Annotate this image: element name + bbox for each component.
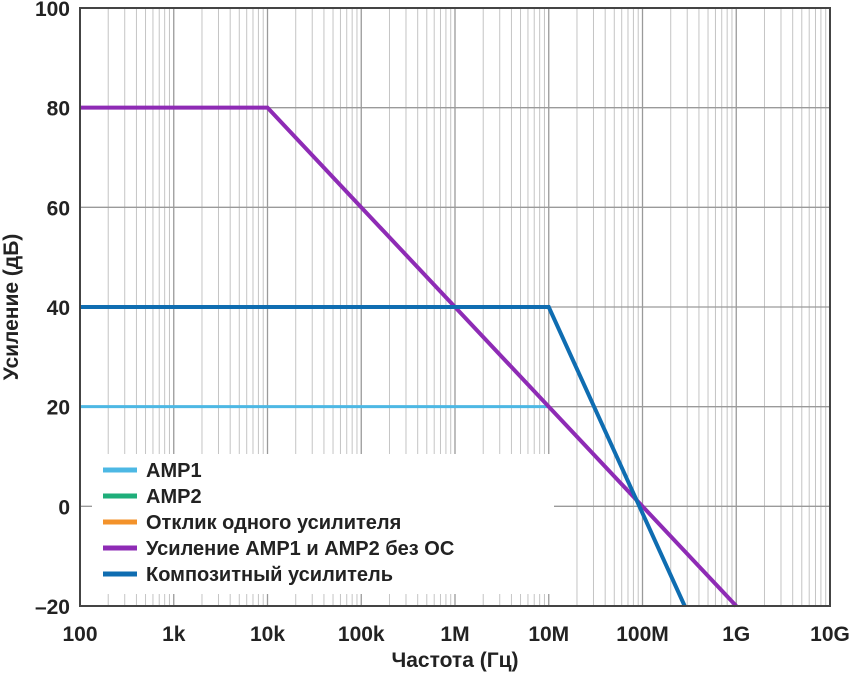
y-tick-label: 20 (47, 397, 70, 420)
x-tick-labels: 100 1k 10k 100k 1M 10M 100M 1G 10G (62, 623, 849, 646)
legend: AMP1 AMP2 Отклик одного усилителя Усиление … (92, 454, 554, 594)
x-axis-title: Частота (Гц) (391, 649, 518, 672)
series-line-5 (80, 305, 687, 607)
x-tick-label: 100 (62, 623, 97, 646)
legend-label: Композитный усилитель (146, 564, 393, 586)
legend-label: Усиление AMP1 и AMP2 без ОС (146, 538, 454, 560)
x-tick-label: 10G (810, 623, 850, 646)
y-axis-title: Усиление (дБ) (0, 234, 23, 381)
series-line-4 (80, 105, 738, 608)
x-tick-label: 100k (338, 623, 385, 646)
x-tick-label: 1M (440, 623, 469, 646)
legend-box (92, 454, 554, 594)
x-tick-label: 100M (616, 623, 669, 646)
legend-label: Отклик одного усилителя (146, 512, 401, 534)
y-tick-label: 60 (47, 197, 70, 220)
y-tick-label: 80 (47, 98, 70, 121)
x-tick-label: 10M (528, 623, 569, 646)
x-tick-label: 1G (722, 623, 750, 646)
y-tick-label: –20 (35, 596, 70, 619)
y-tick-labels: –20 0 20 40 60 80 100 (35, 0, 70, 619)
legend-label: AMP2 (146, 486, 202, 508)
x-tick-label: 10k (250, 623, 285, 646)
plot-frame (79, 7, 831, 607)
legend-label: AMP1 (146, 460, 202, 482)
y-tick-label: 40 (47, 297, 70, 320)
y-tick-label: 100 (35, 0, 70, 21)
series-layer (80, 105, 738, 608)
x-tick-label: 1k (162, 623, 186, 646)
y-tick-label: 0 (58, 496, 70, 519)
